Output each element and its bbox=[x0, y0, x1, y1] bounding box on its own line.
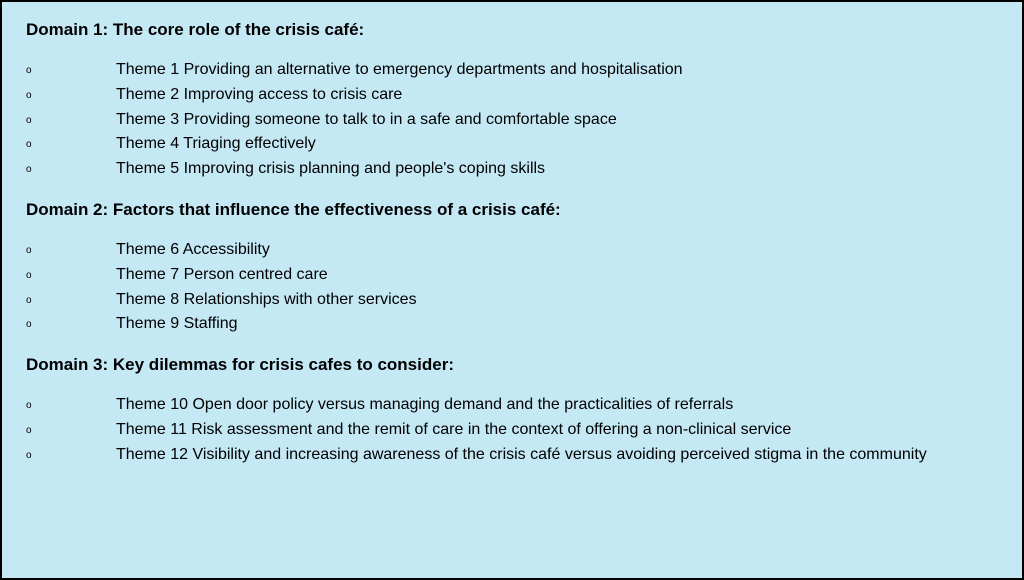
bullet-icon: o bbox=[26, 312, 116, 333]
domain-1: Domain 1: The core role of the crisis ca… bbox=[26, 20, 998, 182]
domain-2-themes: o Theme 6 Accessibility o Theme 7 Person… bbox=[26, 238, 998, 337]
theme-text: Theme 1 Providing an alternative to emer… bbox=[116, 58, 998, 83]
domain-1-heading: Domain 1: The core role of the crisis ca… bbox=[26, 20, 998, 40]
list-item: o Theme 4 Triaging effectively bbox=[26, 132, 998, 157]
theme-text: Theme 3 Providing someone to talk to in … bbox=[116, 108, 998, 133]
bullet-icon: o bbox=[26, 443, 116, 464]
domain-1-themes: o Theme 1 Providing an alternative to em… bbox=[26, 58, 998, 182]
list-item: o Theme 10 Open door policy versus manag… bbox=[26, 393, 998, 418]
bullet-icon: o bbox=[26, 157, 116, 178]
bullet-icon: o bbox=[26, 132, 116, 153]
list-item: o Theme 3 Providing someone to talk to i… bbox=[26, 108, 998, 133]
bullet-icon: o bbox=[26, 288, 116, 309]
theme-text: Theme 5 Improving crisis planning and pe… bbox=[116, 157, 998, 182]
theme-text: Theme 9 Staffing bbox=[116, 312, 998, 337]
bullet-icon: o bbox=[26, 393, 116, 414]
theme-text: Theme 8 Relationships with other service… bbox=[116, 288, 998, 313]
list-item: o Theme 12 Visibility and increasing awa… bbox=[26, 443, 998, 468]
domain-2: Domain 2: Factors that influence the eff… bbox=[26, 200, 998, 337]
theme-text: Theme 6 Accessibility bbox=[116, 238, 998, 263]
theme-text: Theme 12 Visibility and increasing aware… bbox=[116, 443, 998, 468]
domain-3-heading: Domain 3: Key dilemmas for crisis cafes … bbox=[26, 355, 998, 375]
list-item: o Theme 9 Staffing bbox=[26, 312, 998, 337]
domain-2-heading: Domain 2: Factors that influence the eff… bbox=[26, 200, 998, 220]
domain-3: Domain 3: Key dilemmas for crisis cafes … bbox=[26, 355, 998, 467]
theme-text: Theme 4 Triaging effectively bbox=[116, 132, 998, 157]
theme-text: Theme 2 Improving access to crisis care bbox=[116, 83, 998, 108]
bullet-icon: o bbox=[26, 58, 116, 79]
list-item: o Theme 5 Improving crisis planning and … bbox=[26, 157, 998, 182]
theme-text: Theme 7 Person centred care bbox=[116, 263, 998, 288]
bullet-icon: o bbox=[26, 263, 116, 284]
list-item: o Theme 7 Person centred care bbox=[26, 263, 998, 288]
list-item: o Theme 6 Accessibility bbox=[26, 238, 998, 263]
list-item: o Theme 1 Providing an alternative to em… bbox=[26, 58, 998, 83]
domain-3-themes: o Theme 10 Open door policy versus manag… bbox=[26, 393, 998, 467]
theme-text: Theme 10 Open door policy versus managin… bbox=[116, 393, 998, 418]
list-item: o Theme 8 Relationships with other servi… bbox=[26, 288, 998, 313]
bullet-icon: o bbox=[26, 238, 116, 259]
bullet-icon: o bbox=[26, 83, 116, 104]
list-item: o Theme 2 Improving access to crisis car… bbox=[26, 83, 998, 108]
list-item: o Theme 11 Risk assessment and the remit… bbox=[26, 418, 998, 443]
bullet-icon: o bbox=[26, 418, 116, 439]
theme-text: Theme 11 Risk assessment and the remit o… bbox=[116, 418, 998, 443]
bullet-icon: o bbox=[26, 108, 116, 129]
